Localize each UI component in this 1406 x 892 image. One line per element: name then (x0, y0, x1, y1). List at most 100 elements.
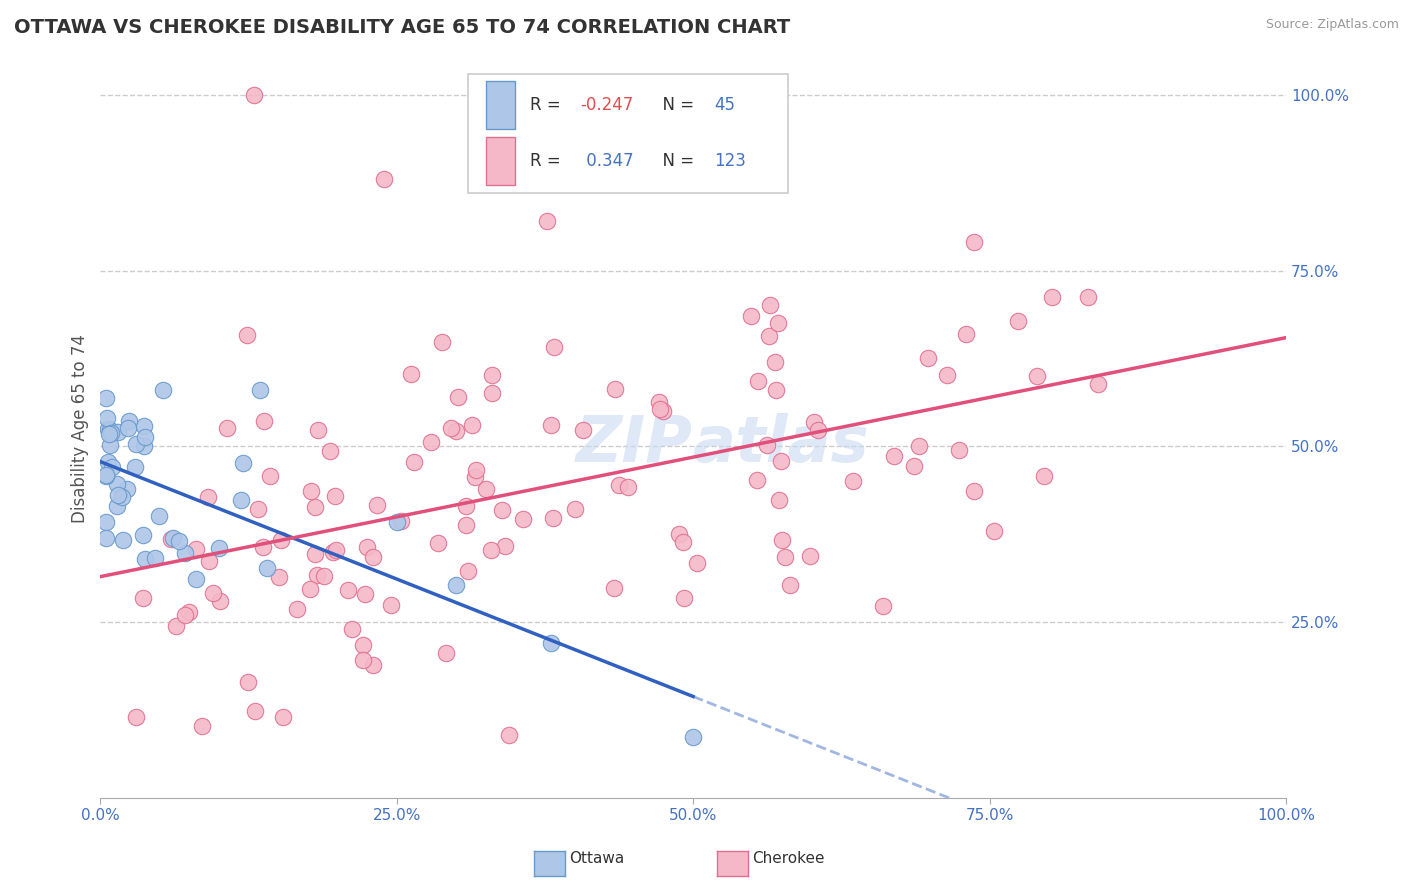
Point (903, 459, 925, 474)
Point (100, 425, 122, 440)
Point (917, 351, 939, 366)
Point (252, 540, 274, 554)
Point (380, 598, 402, 612)
Point (132, 528, 155, 542)
Point (111, 533, 134, 547)
Point (650, 402, 672, 417)
Point (648, 394, 671, 409)
Point (541, 511, 564, 525)
Point (356, 540, 378, 554)
Point (98, 426, 121, 441)
Text: 45: 45 (714, 96, 735, 114)
Point (115, 482, 138, 496)
Point (97, 455, 120, 469)
Point (907, 439, 929, 453)
Point (124, 710, 146, 724)
Bar (485, 136, 516, 185)
Point (766, 316, 789, 330)
Point (174, 546, 197, 560)
Point (208, 594, 231, 608)
Point (770, 453, 793, 467)
Point (399, 367, 422, 381)
Point (605, 383, 627, 397)
Point (475, 482, 498, 496)
Point (617, 480, 640, 494)
Text: R =: R = (530, 152, 565, 169)
Point (160, 532, 183, 546)
Point (672, 535, 695, 549)
Point (883, 449, 905, 463)
Point (444, 424, 467, 438)
Point (96, 392, 118, 406)
Point (373, 172, 395, 186)
Point (96, 468, 118, 483)
Point (340, 622, 363, 636)
Point (464, 470, 486, 484)
Point (184, 572, 207, 586)
Point (479, 543, 502, 558)
Text: Source: ZipAtlas.com: Source: ZipAtlas.com (1265, 18, 1399, 31)
Point (564, 502, 586, 516)
Point (842, 474, 865, 488)
Text: OTTAWA VS CHEROKEE DISABILITY AGE 65 TO 74 CORRELATION CHART: OTTAWA VS CHEROKEE DISABILITY AGE 65 TO … (14, 18, 790, 37)
Point (745, 473, 768, 487)
Point (432, 335, 454, 350)
Point (256, 560, 278, 574)
Point (243, 704, 266, 718)
Point (217, 421, 239, 435)
Point (434, 646, 457, 660)
Point (963, 235, 986, 249)
Point (935, 368, 957, 382)
Point (1007, 314, 1029, 328)
Point (132, 591, 155, 605)
Point (307, 423, 329, 437)
Text: N =: N = (651, 152, 699, 169)
Point (96, 515, 118, 529)
Point (184, 542, 207, 557)
Point (447, 390, 470, 404)
Text: 0.347: 0.347 (581, 152, 633, 169)
Point (96, 411, 118, 425)
Point (124, 437, 146, 451)
Point (1040, 290, 1063, 304)
Point (685, 556, 707, 570)
Point (543, 340, 565, 354)
Point (97, 422, 120, 436)
Point (1077, 289, 1099, 303)
Point (96, 468, 118, 483)
Point (269, 570, 291, 584)
Point (318, 444, 340, 458)
Point (259, 469, 281, 483)
Point (143, 550, 166, 565)
Point (232, 456, 254, 470)
Point (298, 582, 321, 596)
Point (540, 418, 562, 433)
Point (948, 442, 970, 457)
Point (1032, 469, 1054, 483)
Point (98, 423, 121, 437)
Point (420, 434, 443, 449)
Point (249, 383, 271, 397)
Point (111, 491, 134, 505)
Point (1087, 377, 1109, 392)
Point (304, 547, 326, 561)
Point (354, 587, 377, 601)
Point (191, 718, 214, 732)
Bar (485, 81, 516, 129)
Point (162, 531, 184, 545)
Point (799, 549, 821, 563)
Point (481, 368, 503, 383)
Point (132, 418, 155, 433)
Point (440, 420, 463, 434)
Point (460, 418, 482, 433)
Point (481, 385, 503, 400)
Point (197, 491, 219, 505)
Point (285, 602, 308, 616)
Point (465, 463, 488, 477)
Point (672, 591, 695, 605)
Point (385, 516, 408, 530)
Text: Cherokee: Cherokee (752, 851, 825, 865)
Point (96, 532, 118, 546)
Point (402, 455, 425, 469)
Point (352, 652, 374, 666)
